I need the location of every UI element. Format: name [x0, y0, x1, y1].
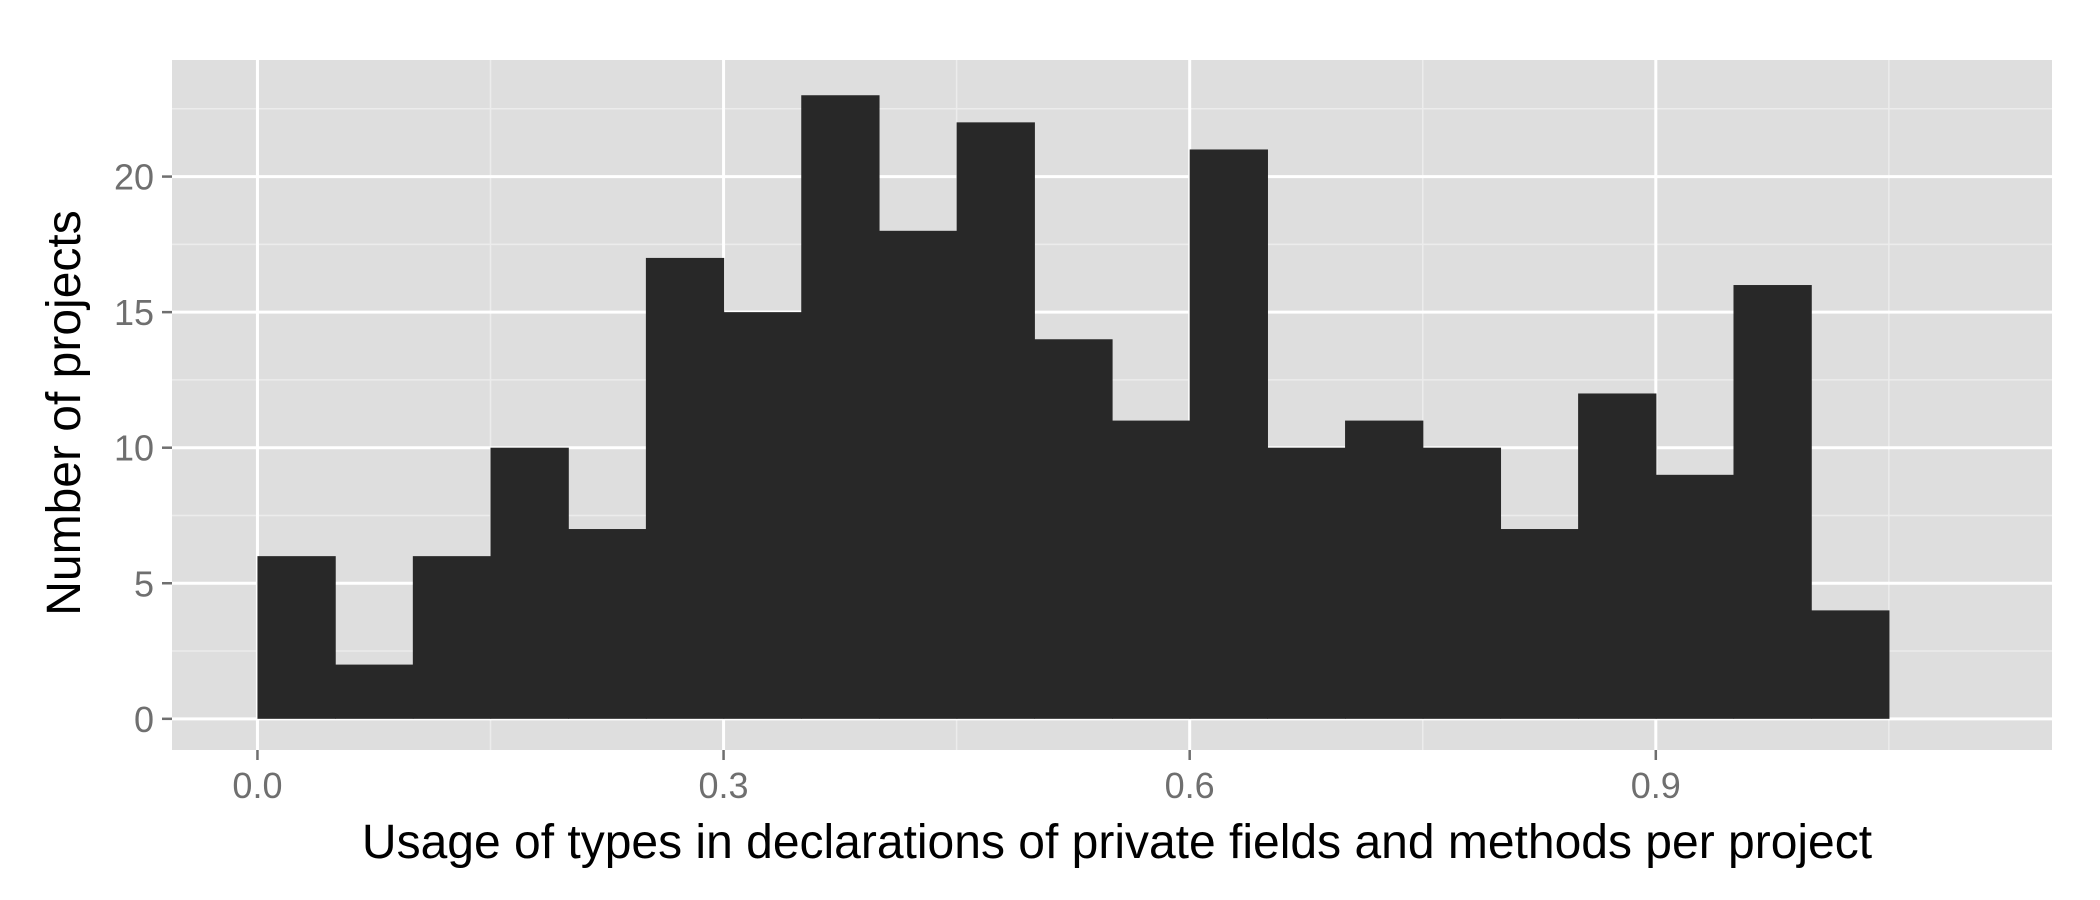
histogram-bar — [723, 312, 802, 719]
histogram-bar — [1422, 447, 1502, 719]
histogram-bar — [1189, 149, 1268, 719]
histogram-bar — [1655, 474, 1735, 719]
histogram-bar — [568, 529, 647, 719]
histogram-bar — [490, 447, 569, 719]
x-axis: 0.0 0.3 0.6 0.9 — [232, 750, 1681, 806]
histogram-bar — [1112, 420, 1191, 719]
histogram-bar — [412, 556, 492, 719]
y-axis: 0 5 10 15 20 — [114, 157, 172, 740]
x-axis-title: Usage of types in declarations of privat… — [362, 816, 1872, 869]
histogram-bar — [1034, 339, 1113, 719]
x-tick-label: 0.0 — [232, 765, 282, 806]
histogram-bar — [645, 257, 725, 719]
y-tick-label: 5 — [134, 563, 154, 604]
histogram-bar — [1733, 285, 1812, 719]
y-axis-title: Number of projects — [38, 210, 91, 616]
x-tick-label: 0.9 — [1631, 765, 1681, 806]
histogram-bar — [878, 230, 958, 719]
histogram-bar — [956, 122, 1035, 719]
histogram-bar — [1500, 529, 1579, 719]
histogram-bar — [335, 664, 414, 719]
y-tick-label: 20 — [114, 157, 154, 198]
histogram-bar — [257, 556, 336, 719]
x-tick-label: 0.3 — [699, 765, 749, 806]
histogram-bar — [801, 95, 880, 719]
histogram-bar — [1578, 393, 1657, 719]
histogram-bar — [1267, 447, 1346, 719]
x-tick-label: 0.6 — [1165, 765, 1215, 806]
y-tick-label: 10 — [114, 428, 154, 469]
y-tick-label: 15 — [114, 292, 154, 333]
histogram-bars — [257, 95, 1890, 719]
y-tick-label: 0 — [134, 699, 154, 740]
histogram-bar — [1811, 610, 1890, 719]
histogram-bar — [1345, 420, 1424, 719]
